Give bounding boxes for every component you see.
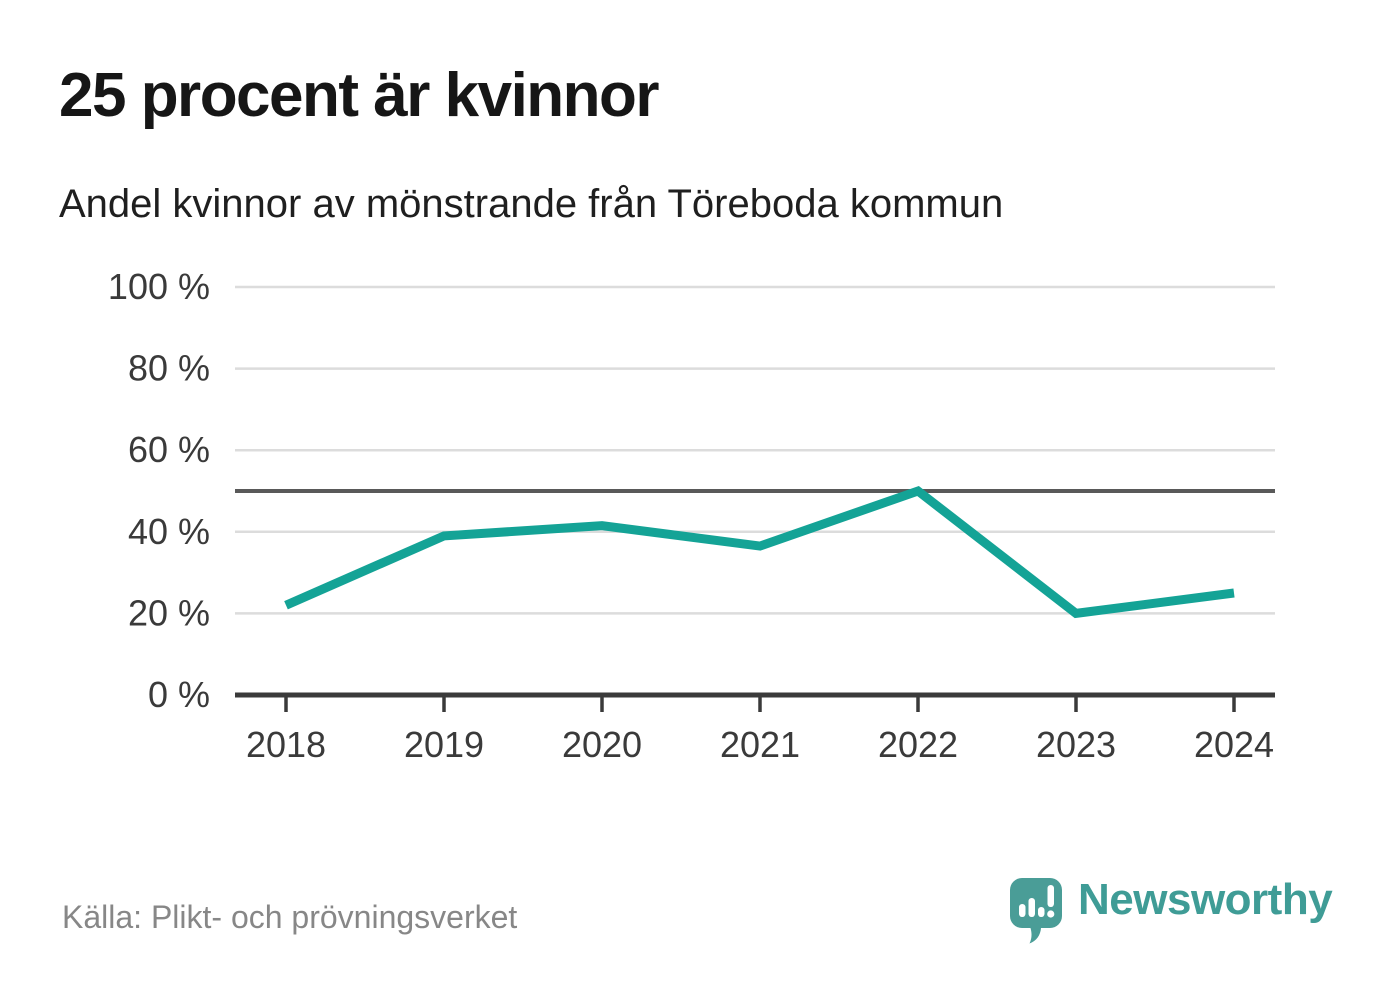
x-tick-label: 2018	[246, 724, 326, 765]
x-tick-label: 2024	[1194, 724, 1274, 765]
y-tick-label: 20 %	[128, 592, 210, 633]
line-chart: 0 % 20 % 40 % 60 % 80 % 100 % 2018 2019 2020 2021…	[108, 266, 1275, 765]
y-tick-label: 40 %	[128, 511, 210, 552]
y-tick-label: 80 %	[128, 348, 210, 389]
data-line	[284, 485, 1235, 619]
y-tick-label: 100 %	[108, 266, 210, 307]
x-tick-label: 2019	[404, 724, 484, 765]
y-tick-label: 0 %	[148, 674, 210, 715]
newsworthy-logo: Newsworthy	[1008, 875, 1333, 946]
newsworthy-logo-icon	[1010, 878, 1062, 944]
chart-title: 25 procent är kvinnor	[59, 61, 660, 130]
chart-subtitle: Andel kvinnor av mönstrande från Törebod…	[59, 182, 1004, 226]
source-note: Källa: Plikt- och prövningsverket	[62, 899, 518, 935]
x-tick-label: 2023	[1036, 724, 1116, 765]
x-tick-label: 2021	[720, 724, 800, 765]
x-tick-label: 2022	[878, 724, 958, 765]
y-tick-label: 60 %	[128, 429, 210, 470]
newsworthy-logo-text: Newsworthy	[1078, 875, 1333, 924]
x-tick-label: 2020	[562, 724, 642, 765]
